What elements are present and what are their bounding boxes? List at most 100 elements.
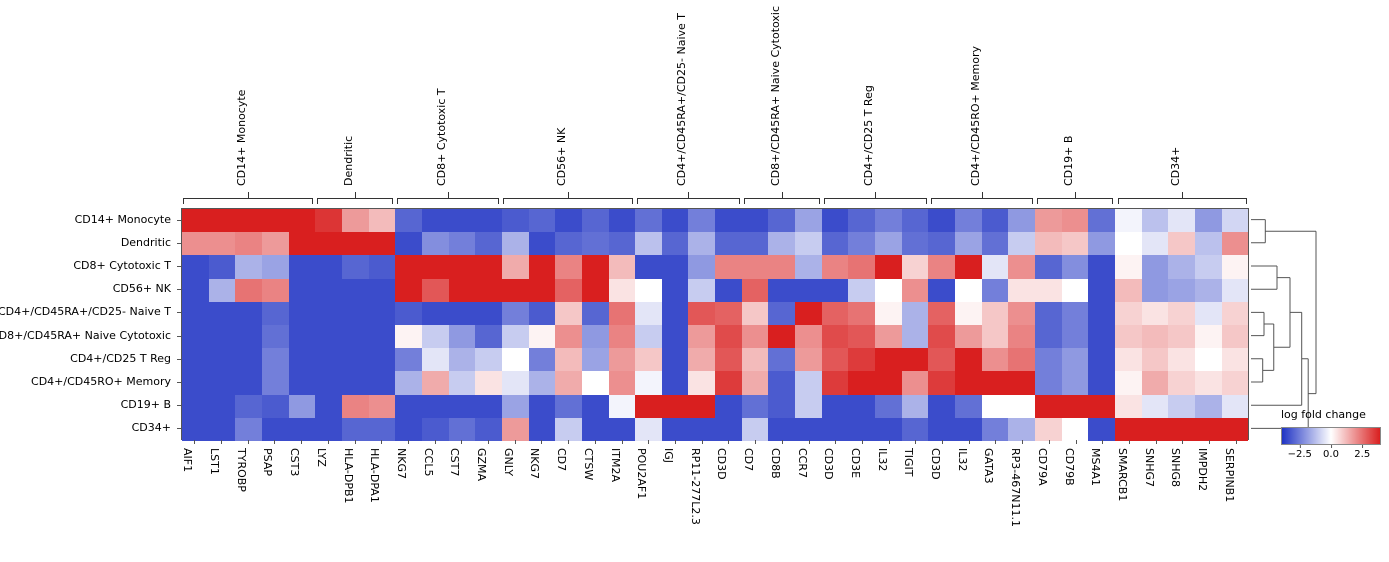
col-label: CD7 [555,442,582,562]
heatmap-cell [1142,371,1169,394]
heatmap-cell [928,255,955,278]
heatmap-cell [1222,302,1249,325]
heatmap-cell [1142,209,1169,232]
heatmap-row [182,418,1248,441]
heatmap-cell [635,232,662,255]
column-group-label: CD4+/CD45RA+/CD25- Naive T [675,13,688,186]
heatmap-cell [662,302,689,325]
heatmap-cell [688,232,715,255]
heatmap-cell [315,255,342,278]
heatmap-cell [688,279,715,302]
heatmap-row [182,209,1248,232]
heatmap-cell [529,209,556,232]
heatmap-cell [1142,279,1169,302]
row-labels: CD14+ MonocyteDendriticCD8+ Cytotoxic TC… [0,208,171,440]
heatmap-cell [1222,348,1249,371]
heatmap-cell [1035,255,1062,278]
heatmap-cell [928,395,955,418]
heatmap-cell [955,325,982,348]
heatmap-cell [449,279,476,302]
heatmap-cell [715,209,742,232]
heatmap-cell [1168,395,1195,418]
heatmap-cell [662,371,689,394]
heatmap-cell [715,371,742,394]
col-label: PSAP [261,442,288,562]
heatmap-cell [688,371,715,394]
column-group-label: CD56+ NK [555,128,568,186]
heatmap-cell [1088,279,1115,302]
column-group: CD8+ Cytotoxic T [395,0,502,204]
heatmap-cell [342,325,369,348]
heatmap-cell [715,348,742,371]
heatmap-cell [555,371,582,394]
heatmap-cell [1222,232,1249,255]
heatmap-cell [475,395,502,418]
heatmap-cell [235,209,262,232]
col-label: LYZ [315,442,342,562]
heatmap-cell [235,348,262,371]
heatmap-cell [1035,395,1062,418]
heatmap-cell [1195,279,1222,302]
heatmap-cell [982,279,1009,302]
heatmap-cell [475,371,502,394]
heatmap-cell [662,325,689,348]
col-label: LST1 [208,442,235,562]
heatmap-cell [262,325,289,348]
heatmap-cell [555,348,582,371]
column-group-label: CD19+ B [1062,136,1075,186]
column-group: CD4+/CD45RA+/CD25- Naive T [635,0,742,204]
heatmap-cell [529,325,556,348]
heatmap-cell [582,371,609,394]
dendrogram [1251,208,1316,440]
heatmap-cell [1088,302,1115,325]
colorbar-tick: 2.5 [1354,449,1370,460]
heatmap-cell [635,279,662,302]
heatmap-cell [795,255,822,278]
heatmap-cell [662,209,689,232]
column-group: CD19+ B [1035,0,1115,204]
heatmap-cell [635,418,662,441]
heatmap-cell [1115,209,1142,232]
heatmap-cell [449,395,476,418]
heatmap-cell [982,418,1009,441]
heatmap-cell [1062,279,1089,302]
heatmap-cell [688,255,715,278]
heatmap-cell [342,418,369,441]
heatmap-cell [768,232,795,255]
heatmap-cell [182,302,209,325]
heatmap-cell [555,279,582,302]
heatmap-cell [209,348,236,371]
heatmap-cell [982,395,1009,418]
heatmap-cell [1222,325,1249,348]
colorbar-tick: −2.5 [1288,449,1312,460]
column-group-label: CD4+/CD45RO+ Memory [969,46,982,186]
heatmap-cell [1115,302,1142,325]
col-label: IGJ [662,442,689,562]
heatmap-cell [395,232,422,255]
heatmap-cell [902,279,929,302]
heatmap-cell [209,232,236,255]
heatmap-cell [955,395,982,418]
heatmap-cell [555,325,582,348]
heatmap-cell [1195,209,1222,232]
heatmap-cell [635,348,662,371]
heatmap-cell [395,255,422,278]
heatmap-cell [1088,232,1115,255]
heatmap-cell [742,395,769,418]
heatmap-cell [1008,371,1035,394]
heatmap-cell [795,209,822,232]
heatmap-cell [982,325,1009,348]
heatmap-cell [369,395,396,418]
heatmap-cell [289,325,316,348]
heatmap-cell [262,209,289,232]
heatmap-cell [582,302,609,325]
heatmap-cell [502,371,529,394]
heatmap-cell [609,371,636,394]
heatmap-cell [529,302,556,325]
heatmap-cell [609,255,636,278]
heatmap-cell [875,209,902,232]
heatmap-cell [609,418,636,441]
heatmap-cell [662,395,689,418]
heatmap-cell [662,255,689,278]
column-group-label: Dendritic [342,136,355,186]
